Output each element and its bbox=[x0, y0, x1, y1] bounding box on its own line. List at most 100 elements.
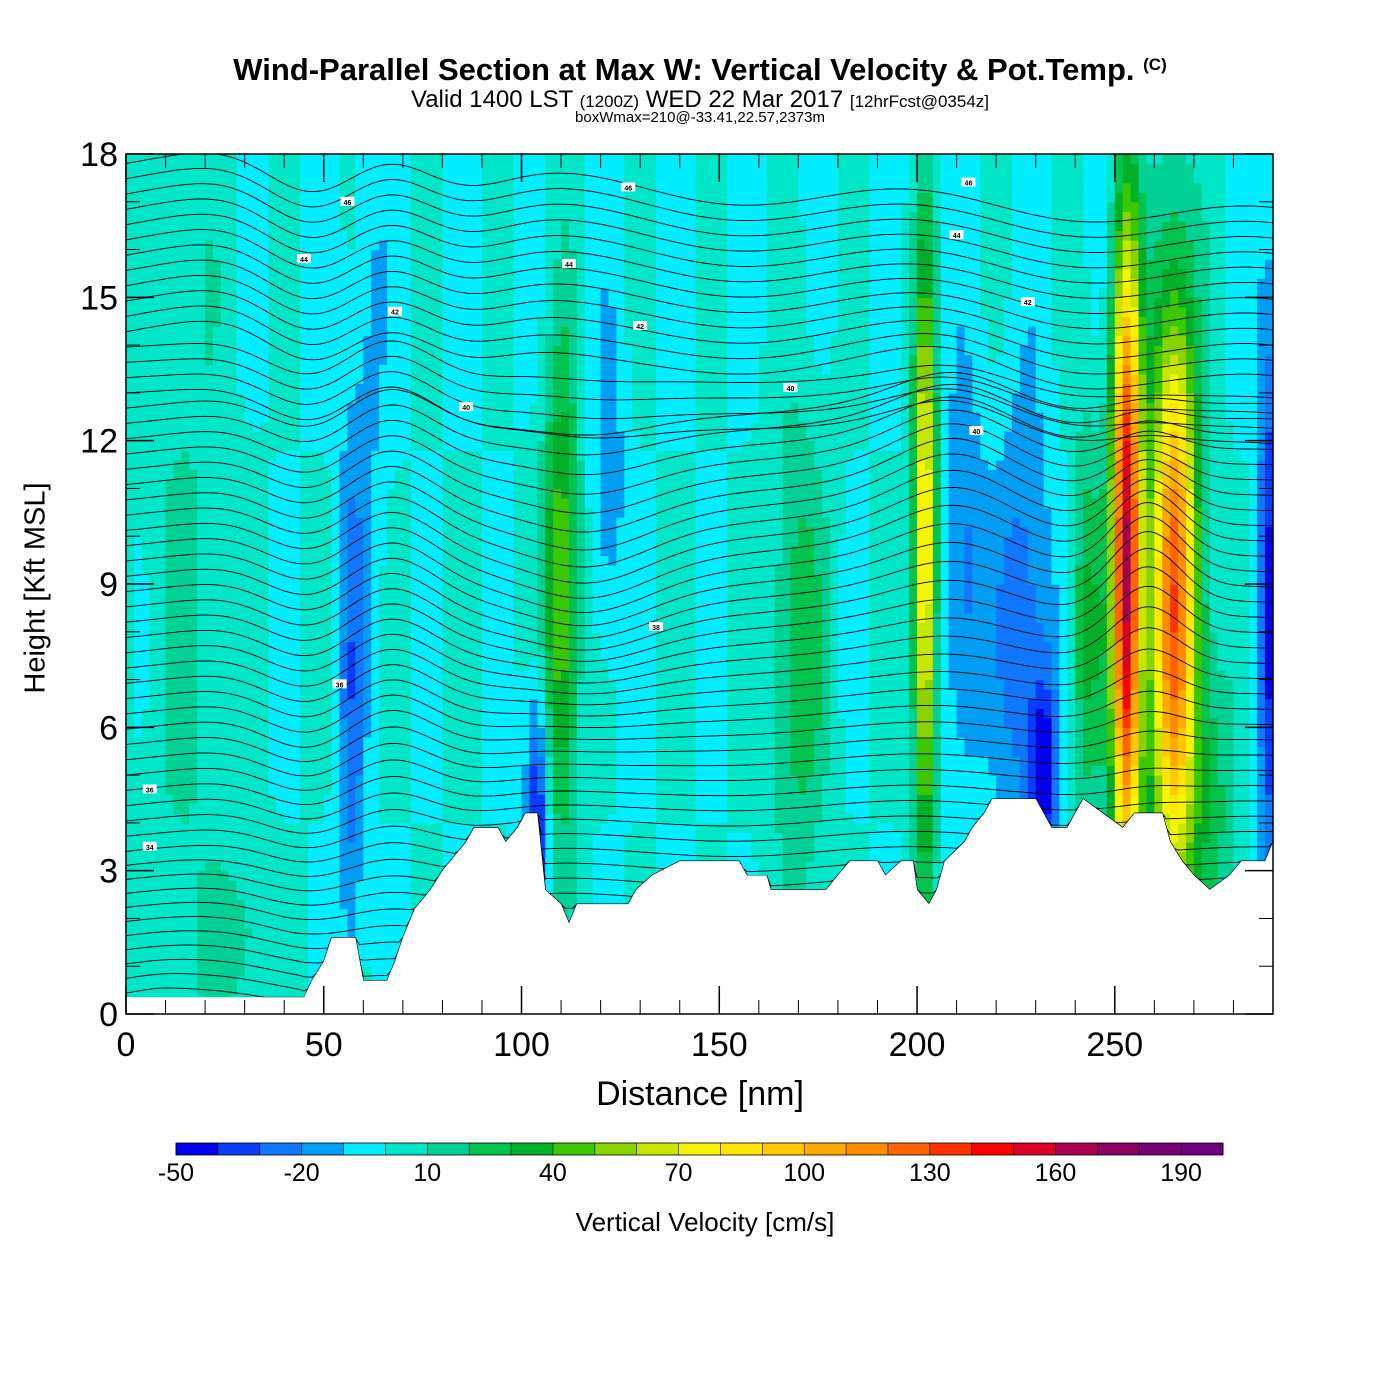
w-cell bbox=[173, 526, 182, 537]
w-cell bbox=[426, 794, 436, 805]
w-cell bbox=[220, 689, 230, 700]
w-cell bbox=[157, 478, 167, 490]
w-cell bbox=[133, 306, 143, 318]
w-cell bbox=[497, 249, 507, 260]
w-cell bbox=[307, 440, 317, 451]
w-cell bbox=[545, 421, 554, 432]
w-cell bbox=[371, 392, 380, 404]
w-cell bbox=[189, 268, 198, 279]
w-cell bbox=[537, 517, 546, 528]
w-cell bbox=[228, 163, 238, 174]
w-cell bbox=[244, 593, 254, 604]
w-cell bbox=[323, 842, 333, 853]
w-cell bbox=[300, 956, 309, 967]
w-cell bbox=[205, 880, 214, 891]
w-cell bbox=[157, 154, 167, 165]
w-cell bbox=[157, 335, 167, 346]
w-cell bbox=[220, 278, 230, 289]
w-cell bbox=[252, 335, 262, 346]
w-cell bbox=[307, 163, 317, 174]
w-cell bbox=[537, 297, 546, 308]
w-cell bbox=[442, 440, 451, 451]
w-cell bbox=[300, 536, 309, 547]
w-cell bbox=[252, 469, 262, 480]
w-cell bbox=[181, 431, 190, 442]
w-cell bbox=[260, 928, 269, 939]
w-cell bbox=[545, 870, 554, 881]
w-cell bbox=[126, 412, 135, 423]
w-cell bbox=[189, 536, 198, 547]
w-cell bbox=[220, 803, 230, 814]
w-cell bbox=[149, 641, 159, 652]
w-cell bbox=[141, 450, 151, 461]
w-cell bbox=[133, 612, 143, 623]
w-cell bbox=[561, 670, 570, 681]
w-cell bbox=[141, 230, 151, 241]
w-cell bbox=[442, 211, 451, 222]
w-cell bbox=[260, 947, 269, 958]
w-cell bbox=[505, 794, 515, 805]
w-cell bbox=[402, 861, 412, 872]
w-cell bbox=[213, 928, 222, 939]
w-cell bbox=[387, 268, 396, 279]
w-cell bbox=[481, 689, 491, 700]
w-cell bbox=[497, 564, 507, 576]
w-cell bbox=[197, 822, 206, 834]
w-cell bbox=[418, 765, 428, 776]
w-cell bbox=[426, 364, 436, 375]
w-cell bbox=[418, 670, 428, 681]
w-cell bbox=[323, 192, 333, 203]
w-cell bbox=[379, 326, 388, 337]
w-cell bbox=[553, 708, 562, 719]
w-cell bbox=[126, 335, 135, 346]
w-cell bbox=[189, 842, 198, 853]
w-cell bbox=[149, 727, 159, 738]
w-cell bbox=[545, 679, 554, 690]
w-cell bbox=[489, 622, 499, 633]
w-cell bbox=[236, 354, 246, 365]
w-cell bbox=[323, 306, 333, 318]
w-cell bbox=[410, 822, 420, 834]
w-cell bbox=[331, 316, 341, 327]
w-cell bbox=[189, 545, 198, 556]
w-cell bbox=[442, 316, 451, 327]
w-cell bbox=[489, 536, 499, 547]
w-cell bbox=[165, 727, 175, 738]
w-cell bbox=[434, 842, 444, 853]
w-cell bbox=[371, 670, 380, 681]
w-cell bbox=[284, 631, 293, 642]
w-cell bbox=[394, 689, 404, 700]
w-cell bbox=[529, 641, 538, 652]
w-cell bbox=[244, 220, 254, 232]
w-cell bbox=[355, 765, 364, 776]
w-cell bbox=[481, 459, 491, 470]
w-cell bbox=[402, 612, 412, 623]
w-cell bbox=[474, 765, 483, 776]
w-cell bbox=[189, 899, 198, 910]
w-cell bbox=[339, 899, 349, 910]
w-cell bbox=[189, 526, 198, 537]
w-cell bbox=[323, 775, 333, 786]
w-cell bbox=[300, 832, 309, 843]
w-cell bbox=[442, 354, 451, 365]
w-cell bbox=[347, 584, 356, 595]
w-cell bbox=[402, 421, 412, 432]
w-cell bbox=[553, 765, 562, 776]
w-cell bbox=[315, 306, 325, 318]
w-cell bbox=[173, 268, 182, 279]
w-cell bbox=[450, 689, 459, 700]
w-cell bbox=[228, 421, 238, 432]
w-cell bbox=[379, 431, 388, 442]
w-cell bbox=[363, 154, 372, 165]
w-cell bbox=[418, 545, 428, 556]
w-cell bbox=[489, 584, 499, 595]
w-cell bbox=[513, 641, 523, 652]
w-cell bbox=[284, 679, 293, 690]
w-cell bbox=[537, 708, 546, 719]
w-cell bbox=[347, 564, 356, 576]
w-cell bbox=[387, 631, 396, 642]
w-cell bbox=[220, 794, 230, 805]
w-cell bbox=[307, 765, 317, 776]
w-cell bbox=[149, 287, 159, 298]
w-cell bbox=[276, 402, 285, 413]
